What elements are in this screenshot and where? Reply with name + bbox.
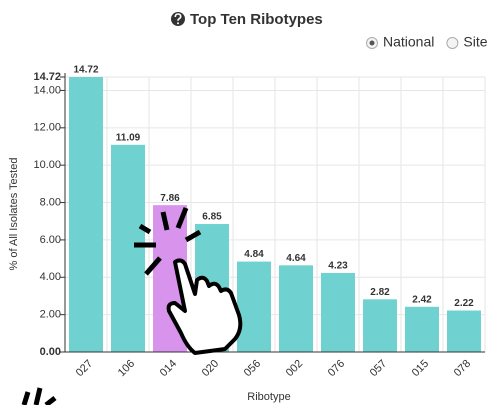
y-tick-label: 4.00: [40, 271, 61, 283]
spark: [33, 387, 43, 405]
y-tick-label: 0.00: [40, 346, 61, 358]
radio-label: National: [383, 34, 434, 50]
spark: [138, 223, 152, 235]
bar[interactable]: [363, 299, 397, 352]
value-label: 4.84: [244, 249, 264, 260]
x-tick-label: 014: [158, 358, 179, 379]
spark: [44, 396, 57, 405]
help-icon[interactable]: [171, 12, 185, 26]
bar[interactable]: [447, 310, 481, 352]
plot-area: 0.002.004.006.008.0010.0012.0014.0014.72…: [33, 65, 486, 379]
x-tick-label: 027: [74, 358, 95, 379]
radio-dot: [369, 40, 375, 46]
spark: [184, 229, 202, 243]
value-label: 11.09: [116, 132, 141, 143]
radio-option[interactable]: Site: [446, 34, 488, 50]
help-glyph: [174, 13, 182, 21]
y-tick-label: 2.00: [40, 309, 61, 321]
x-tick-label: 106: [116, 358, 137, 379]
x-tick-label: 020: [200, 358, 221, 379]
bar[interactable]: [111, 144, 145, 352]
y-tick-label: 10.00: [33, 159, 61, 171]
hand-cursor: [166, 258, 243, 355]
spark: [160, 211, 170, 231]
bar[interactable]: [405, 306, 439, 352]
bar[interactable]: [237, 261, 271, 352]
value-label: 2.42: [412, 294, 432, 305]
radio-option[interactable]: National: [366, 34, 435, 50]
help-dot: [177, 22, 179, 25]
value-label: 7.86: [160, 193, 180, 204]
x-tick-label: 002: [284, 358, 305, 379]
radio-button[interactable]: [446, 37, 459, 49]
value-label: 4.23: [328, 261, 348, 272]
value-label: 6.85: [202, 212, 222, 223]
radio-group: National Site: [366, 34, 488, 50]
value-label: 14.72: [73, 65, 98, 76]
cursor-overlay: [21, 207, 243, 405]
y-axis-title: % of All Isolates Tested: [8, 158, 20, 271]
y-tick-label: 14.72: [33, 71, 61, 83]
x-tick-label: 056: [242, 358, 263, 379]
x-tick-label: 015: [410, 358, 431, 379]
radio-label: Site: [463, 34, 487, 50]
spark: [144, 256, 162, 276]
value-label: 2.22: [454, 298, 474, 309]
spark: [21, 391, 31, 405]
bar[interactable]: [279, 265, 313, 352]
value-label: 2.82: [370, 287, 390, 298]
value-label: 4.64: [286, 253, 306, 264]
y-tick-label: 6.00: [40, 234, 61, 246]
chart-title: Top Ten Ribotypes: [190, 11, 323, 28]
bar[interactable]: [321, 272, 355, 352]
y-tick-label: 12.00: [33, 122, 61, 134]
x-tick-label: 057: [368, 358, 389, 379]
y-tick-label: 14.00: [33, 84, 61, 96]
click-sparks: [134, 207, 202, 276]
y-tick-label: 8.00: [40, 196, 61, 208]
x-axis-title: Ribotype: [247, 391, 290, 403]
spark: [175, 207, 189, 229]
bar[interactable]: [69, 77, 103, 352]
x-tick-label: 076: [326, 358, 347, 379]
corner-sparks: [21, 387, 57, 405]
x-tick-label: 078: [452, 358, 473, 379]
